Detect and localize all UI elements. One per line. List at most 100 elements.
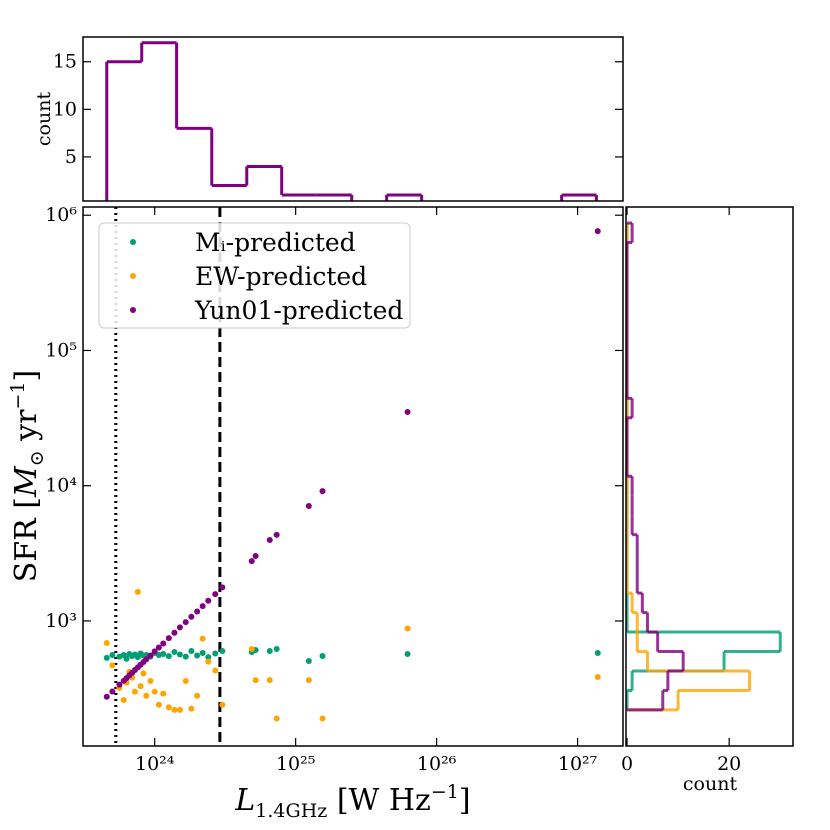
scatter-point <box>212 667 219 674</box>
scatter-point <box>155 644 162 651</box>
scatter-point <box>147 677 154 684</box>
scatter-point <box>205 654 212 661</box>
axes-frame <box>625 206 794 747</box>
scatter-point <box>137 683 144 690</box>
scatter-point <box>176 706 183 713</box>
scatter-point <box>594 649 601 656</box>
scatter-point <box>273 715 280 722</box>
x-label-sub: 1.4GHz <box>255 800 327 822</box>
scatter-point <box>305 677 312 684</box>
scatter-point <box>103 640 110 647</box>
scatter-point <box>182 653 189 660</box>
top-histogram-area <box>105 41 598 201</box>
x-label-sup: −1 <box>431 781 459 803</box>
scatter-point <box>248 646 255 653</box>
scatter-point <box>252 677 259 684</box>
axes-frame <box>82 206 624 747</box>
scatter-point <box>194 692 201 699</box>
scatter-point <box>252 553 259 560</box>
scatter-point <box>319 652 326 659</box>
y-tick-label: 5 <box>65 146 77 168</box>
scatter-point <box>176 651 183 658</box>
x-tick-label: 10²⁷ <box>558 753 598 775</box>
legend-label: Yun01-predicted <box>194 296 403 325</box>
scatter-point <box>109 662 116 669</box>
legend-marker <box>130 307 136 313</box>
y-label-open: SFR [ <box>9 497 44 582</box>
main-plot-area <box>103 207 601 746</box>
scatter-point <box>134 588 141 595</box>
legend-marker <box>130 273 136 279</box>
scatter-point <box>199 603 206 610</box>
right-histogram-area <box>626 221 782 712</box>
scatter-point <box>188 705 195 712</box>
scatter-point <box>194 608 201 615</box>
scatter-point <box>123 655 130 662</box>
x-label-close: ] <box>459 783 471 818</box>
legend-marker <box>130 239 136 245</box>
scatter-point <box>103 654 110 661</box>
scatter-point <box>171 648 178 655</box>
top-y-axis-label: count <box>33 92 55 147</box>
y-label-sup: −1 <box>7 382 29 410</box>
scatter-point <box>165 704 172 711</box>
scatter-point <box>160 650 167 657</box>
scatter-point <box>594 674 601 681</box>
scatter-point <box>594 228 601 235</box>
scatter-point <box>219 701 226 708</box>
axes-frame <box>82 36 624 202</box>
y-label-symbol: M <box>9 465 44 498</box>
scatter-point <box>205 658 212 665</box>
x-tick-label: 10²⁵ <box>276 753 315 775</box>
scatter-point <box>194 652 201 659</box>
x-label-unit: [W Hz <box>327 783 431 818</box>
legend-box <box>98 222 411 329</box>
x-tick-label: 10²⁶ <box>417 753 457 775</box>
scatter-point <box>103 693 110 700</box>
scatter-point <box>248 558 255 565</box>
scatter-point <box>160 690 167 697</box>
x-tick-label: 20 <box>717 753 741 775</box>
x-axis-label: L1.4GHz [W Hz−1] <box>234 781 470 822</box>
scatter-point <box>143 656 150 663</box>
right-x-axis-label: count <box>683 773 738 795</box>
scatter-point <box>176 624 183 631</box>
y-tick-label: 10⁵ <box>45 339 77 361</box>
scatter-point <box>273 531 280 538</box>
scatter-point <box>151 688 158 695</box>
x-tick-label: 0 <box>621 753 633 775</box>
scatter-point <box>182 619 189 626</box>
scatter-point <box>120 697 127 704</box>
y-tick-label: 10 <box>53 98 77 120</box>
y-label-close: ] <box>9 370 44 382</box>
y-tick-label: 10⁴ <box>45 475 77 497</box>
scatter-point <box>188 613 195 620</box>
scatter-point <box>140 670 147 677</box>
scatter-point <box>199 649 206 656</box>
scatter-point <box>109 652 116 659</box>
scatter-point <box>171 629 178 636</box>
x-label-symbol: L <box>234 783 255 818</box>
scatter-point <box>266 536 273 543</box>
scatter-point <box>404 650 411 657</box>
scatter-point <box>155 701 162 708</box>
scatter-point <box>131 688 138 695</box>
y-label-sub: ⊙ <box>26 450 48 466</box>
scatter-point <box>188 647 195 654</box>
scatter-point <box>199 635 206 642</box>
scatter-point <box>151 648 158 655</box>
scatter-point <box>305 657 312 664</box>
scatter-point <box>266 677 273 684</box>
scatter-point <box>404 625 411 632</box>
scatter-point <box>305 502 312 509</box>
y-axis-label: SFR [M⊙ yr−1] <box>7 370 48 582</box>
legend-label: EW-predicted <box>195 262 367 291</box>
scatter-point <box>171 706 178 713</box>
annotations: 10²⁴ 10²⁵ 10²⁶ 10²⁷ 10³ 10⁴ 10⁵ 10⁶ Mᵢ-predicted… <box>45 36 794 775</box>
scatter-point <box>109 688 116 695</box>
scatter-point <box>143 692 150 699</box>
scatter-point <box>147 652 154 659</box>
y-tick-label: 10⁶ <box>45 204 77 226</box>
scatter-point <box>319 488 326 495</box>
